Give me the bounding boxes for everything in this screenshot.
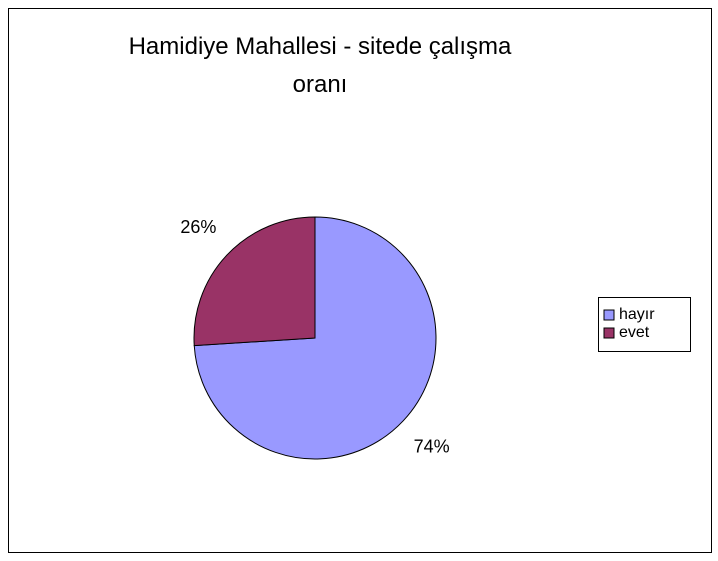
legend-label: hayır — [619, 306, 655, 323]
legend-label: evet — [619, 324, 650, 341]
legend-box — [598, 297, 691, 352]
legend-swatch — [603, 309, 615, 321]
legend-swatch — [603, 327, 615, 339]
data-label: 74% — [414, 436, 450, 456]
pie-slice — [193, 216, 316, 347]
chart-title: Hamidiye Mahallesi - sitede çalışma oran… — [128, 33, 512, 98]
data-label: 26% — [180, 217, 216, 237]
